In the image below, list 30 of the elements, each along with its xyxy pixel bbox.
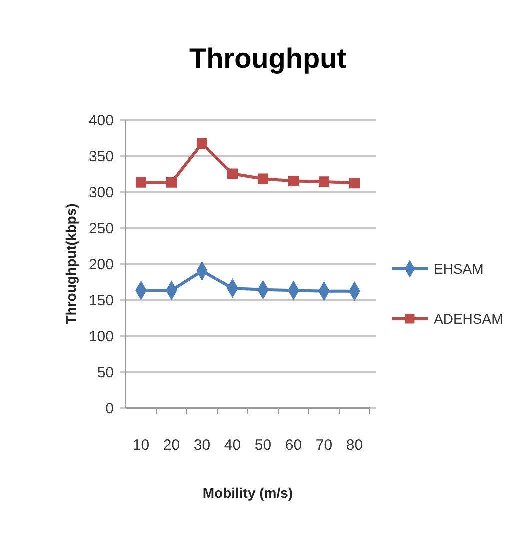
y-tick-label: 400 xyxy=(88,112,114,130)
point xyxy=(228,168,238,180)
chart-title: Throughput xyxy=(189,43,347,74)
x-tick-label: 30 xyxy=(194,437,211,454)
y-tick-label: 150 xyxy=(88,292,114,310)
point xyxy=(319,176,330,188)
point xyxy=(197,138,208,150)
point xyxy=(350,178,360,189)
y-tick-label: 200 xyxy=(88,256,114,274)
y-tick-label: 0 xyxy=(106,400,114,418)
legend-label: EHSAM xyxy=(434,260,484,277)
x-tick-label: 10 xyxy=(132,437,150,454)
x-tick-label: 50 xyxy=(254,437,272,454)
x-tick-label: 60 xyxy=(285,437,302,454)
y-tick-label: 250 xyxy=(88,220,114,238)
y-tick-label: 50 xyxy=(97,364,114,382)
x-tick-label: 70 xyxy=(316,437,333,454)
x-tick-label: 20 xyxy=(163,437,180,454)
x-axis-title: Mobility (m/s) xyxy=(202,485,294,501)
point xyxy=(136,177,146,188)
x-tick-label: 40 xyxy=(224,437,242,454)
point xyxy=(288,176,299,186)
y-tick-label: 300 xyxy=(88,184,114,202)
y-tick-label: 350 xyxy=(88,148,114,166)
legend-label: ADEHSAM xyxy=(434,310,504,327)
x-tick-label: 80 xyxy=(346,437,364,454)
point xyxy=(166,177,177,188)
y-axis-title: Throughput(kbps) xyxy=(63,204,79,324)
y-tick-label: 100 xyxy=(88,328,114,346)
point xyxy=(258,174,268,184)
